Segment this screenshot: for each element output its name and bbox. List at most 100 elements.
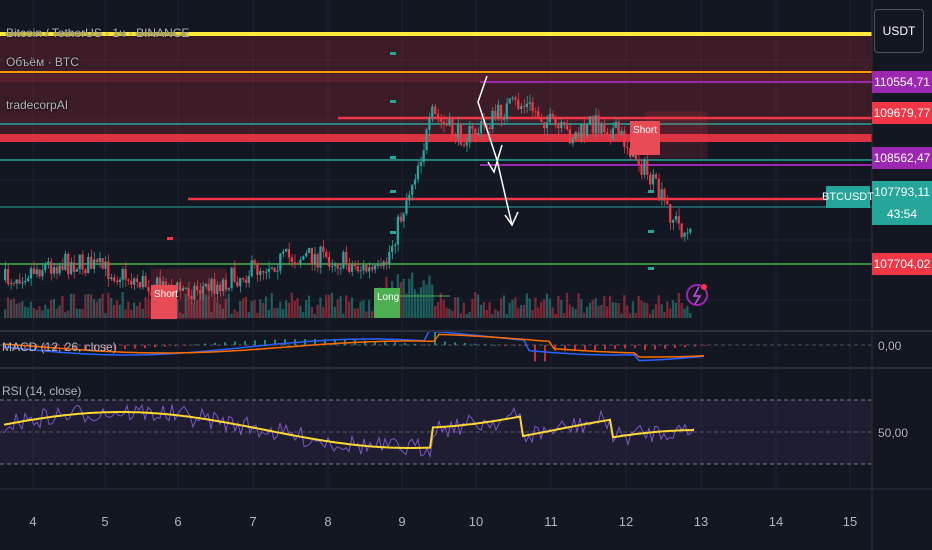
candle-body-85 [247, 275, 250, 283]
volume-bar-144 [416, 293, 420, 318]
volume-bar-123 [356, 308, 359, 318]
candle-body-148 [428, 117, 431, 130]
price-tag-4: 107704,02 [872, 253, 932, 275]
candle-body-228 [657, 178, 660, 199]
candle-body-226 [651, 174, 655, 185]
volume-bar-118 [342, 313, 345, 318]
macd-hist-132 [664, 345, 666, 349]
volume-bar-96 [279, 301, 282, 318]
volume-bar-32 [95, 301, 98, 318]
candle-body-15 [47, 261, 50, 264]
volume-bar-103 [299, 305, 302, 318]
candle-body-54 [158, 277, 162, 290]
volume-bar-85 [247, 311, 250, 318]
macd-label[interactable]: MACD (12, 26, close) [2, 340, 117, 354]
candle-body-121 [350, 263, 354, 272]
candle-body-134 [388, 251, 391, 264]
rsi-line [3, 403, 695, 459]
macd-hist-90 [454, 342, 456, 345]
candle-body-182 [525, 103, 528, 107]
candle-body-172 [497, 104, 500, 118]
macd-hist-124 [624, 345, 626, 349]
candle-body-71 [207, 283, 210, 291]
candle-body-37 [110, 277, 113, 280]
candle-body-212 [611, 128, 614, 139]
volume-bar-208 [600, 305, 603, 318]
candle-body-105 [305, 253, 308, 257]
volume-bar-228 [657, 295, 660, 318]
volume-bar-127 [368, 299, 371, 318]
volume-bar-23 [69, 293, 73, 318]
candle-body-125 [362, 264, 365, 271]
candle-body-150 [434, 106, 437, 114]
candle-body-100 [290, 257, 293, 263]
alert-icon-bolt [692, 286, 702, 305]
short-signal-tag-2: Short [630, 121, 660, 155]
candle-body-4 [15, 279, 18, 284]
candle-body-89 [259, 271, 262, 275]
candle-body-199 [574, 132, 577, 140]
candle-body-117 [339, 268, 342, 270]
volume-bar-89 [259, 299, 262, 318]
volume-bar-92 [267, 309, 270, 318]
symbol-legend[interactable]: Bitcoin / TetherUS · 1ч · BINANCE [6, 26, 190, 40]
volume-bar-220 [634, 313, 637, 318]
candle-body-45 [133, 278, 136, 285]
volume-bar-161 [465, 313, 468, 318]
candle-body-1 [6, 269, 10, 284]
candle-body-66 [193, 285, 196, 300]
macd-hist-88 [444, 341, 446, 345]
volume-bar-125 [362, 300, 365, 318]
volume-bar-97 [282, 309, 285, 318]
volume-bar-179 [517, 307, 520, 318]
volume-bar-224 [646, 302, 649, 318]
candle-body-130 [376, 264, 379, 266]
candle-body-142 [411, 184, 414, 195]
currency-button[interactable]: USDT [874, 9, 924, 53]
volume-bar-202 [583, 312, 586, 318]
volume-bar-62 [181, 313, 184, 318]
candle-body-40 [118, 279, 121, 283]
indicator-legend[interactable]: tradecorpAI [6, 98, 69, 112]
x-tick-label-7: 11 [544, 514, 558, 529]
volume-bar-87 [253, 300, 256, 318]
volume-bar-81 [236, 311, 239, 318]
candle-body-87 [253, 260, 256, 264]
rsi-label[interactable]: RSI (14, close) [2, 384, 82, 398]
candle-body-63 [184, 287, 187, 289]
candle-body-67 [196, 285, 199, 291]
volume-legend[interactable]: Объём · BTC [6, 55, 79, 69]
candle-body-170 [491, 110, 494, 130]
candle-body-235 [677, 216, 680, 224]
volume-bar-143 [413, 289, 417, 318]
candle-body-91 [264, 271, 268, 273]
candle-body-176 [508, 98, 511, 104]
projection-arrow [477, 75, 513, 226]
candle-body-104 [302, 256, 305, 260]
volume-bar-66 [193, 303, 196, 318]
volume-bar-64 [187, 295, 190, 318]
macd-hist-138 [694, 345, 696, 347]
volume-bar-42 [124, 309, 127, 318]
candle-body-159 [459, 123, 463, 145]
volume-bar-227 [654, 304, 657, 318]
candle-body-177 [511, 97, 514, 99]
volume-bar-88 [256, 312, 259, 318]
candle-body-239 [689, 228, 692, 233]
candle-body-88 [256, 263, 259, 275]
volume-bar-236 [680, 302, 683, 318]
volume-bar-98 [284, 300, 288, 318]
x-tick-label-2: 6 [174, 514, 181, 529]
candle-body-2 [9, 283, 12, 285]
volume-bar-108 [313, 313, 316, 318]
volume-bar-110 [319, 297, 322, 318]
candle-body-82 [239, 277, 242, 287]
candle-body-77 [224, 279, 227, 290]
macd-hist-54 [274, 339, 276, 345]
candle-body-83 [241, 277, 245, 280]
volume-bar-146 [422, 280, 425, 318]
x-tick-label-5: 9 [398, 514, 405, 529]
volume-bar-124 [359, 301, 362, 318]
volume-bar-239 [689, 312, 692, 318]
